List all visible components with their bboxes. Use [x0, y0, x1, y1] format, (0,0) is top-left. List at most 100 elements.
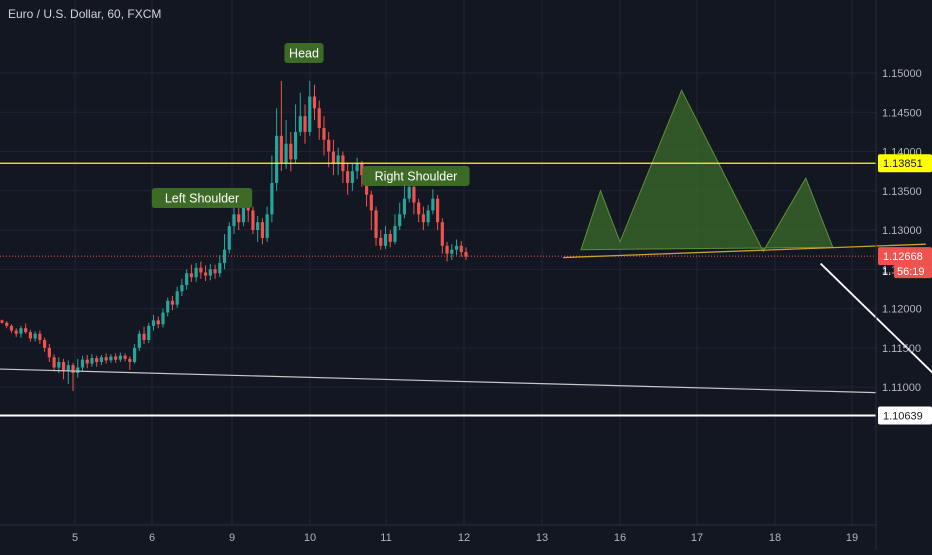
pattern-label-bg [362, 166, 470, 186]
y-tick-label: 1.13000 [882, 225, 922, 237]
candle-body [293, 131, 298, 160]
candle-body [393, 226, 397, 242]
candle-body [28, 332, 33, 339]
candle-body [38, 333, 42, 341]
price-axis[interactable]: 1.150001.145001.140001.135001.130001.125… [875, 0, 932, 550]
candle-body [43, 340, 47, 348]
candle-body [412, 186, 416, 203]
candle-body [407, 186, 411, 199]
candle-body [203, 272, 208, 276]
candle-body [128, 358, 132, 362]
candle-body [284, 143, 288, 164]
candle-body [459, 245, 463, 253]
x-tick-label: 9 [229, 532, 235, 544]
pattern-labels[interactable]: Left Shoulder Head Right Shoulder [151, 43, 470, 208]
resistance-price-tag: 1.13851 [883, 158, 923, 170]
candle-body [279, 135, 283, 164]
pattern-label: Right Shoulder [375, 170, 458, 184]
candle-body [417, 202, 421, 215]
current-price-tag: 1.12668 [883, 251, 923, 263]
candle-body [109, 356, 113, 361]
candle-body [14, 330, 18, 334]
candle-body [360, 163, 364, 176]
candle-body [374, 210, 378, 238]
pattern-label-bg [284, 43, 324, 63]
candle-body [303, 116, 307, 132]
candle-body [289, 143, 293, 160]
candle-body [402, 198, 407, 215]
countdown-tag-bg [894, 263, 932, 279]
candle-body [156, 320, 160, 325]
candle-body [161, 312, 165, 325]
candle-body [19, 328, 23, 334]
y-tick-label: 1.11500 [882, 343, 921, 355]
candle-body [76, 367, 80, 373]
candle-body [327, 139, 331, 152]
x-tick-label: 5 [72, 532, 78, 544]
candle-body [355, 163, 359, 172]
head-and-shoulders-pattern[interactable] [580, 89, 834, 253]
x-tick-label: 18 [769, 532, 781, 544]
candle-body [104, 357, 108, 361]
candle-body [194, 267, 198, 278]
candle-body [0, 320, 4, 323]
x-tick-label: 17 [691, 532, 703, 544]
candle-body [298, 116, 302, 132]
pattern-shape [580, 89, 834, 253]
support-price-tag: 1.10639 [883, 410, 923, 422]
candle-body [440, 222, 444, 246]
candle-body [346, 171, 350, 183]
candle-body [57, 361, 61, 368]
x-tick-label: 13 [536, 532, 548, 544]
candle-body [275, 135, 279, 183]
countdown-label: 56:19 [897, 266, 925, 278]
candle-body [317, 108, 321, 128]
candle-body [218, 263, 222, 274]
candle-body [71, 365, 75, 373]
candle-body [5, 322, 9, 326]
candle-body [52, 357, 56, 368]
candle-body [147, 325, 151, 341]
y-tick-label: 1.11000 [882, 382, 921, 394]
pattern-label: Left Shoulder [165, 192, 239, 206]
x-tick-label: 12 [458, 532, 470, 544]
candle-body [151, 320, 156, 326]
symbol-title[interactable]: Euro / U.S. Dollar, 60, FXCM [8, 7, 162, 21]
forecast-arrow [819, 262, 932, 374]
candle-body [421, 214, 425, 223]
candle-body [61, 361, 66, 372]
candle-body [265, 214, 269, 238]
candle-body [435, 198, 440, 223]
candle-body [208, 269, 212, 276]
candle-body [388, 233, 392, 242]
pattern-label: Head [289, 47, 319, 61]
candle-body [312, 96, 317, 109]
candle-body [118, 355, 122, 360]
resistance-price-tag-bg [878, 154, 932, 173]
candle-body [47, 347, 51, 358]
grid [0, 0, 876, 525]
candle-body [260, 222, 265, 238]
y-tick-label: 1.14500 [882, 107, 922, 119]
candle-body [199, 267, 203, 273]
candle-body [379, 237, 383, 246]
time-axis[interactable]: 5 6 9 10 11 12 13 16 17 18 19 [0, 524, 876, 544]
candle-body [270, 182, 274, 215]
candle-body [132, 347, 137, 362]
candle-body [85, 359, 89, 364]
support-price-tag-bg [878, 406, 932, 425]
candle-body [237, 214, 241, 223]
y-tick-label: 1.13500 [882, 186, 922, 198]
candle-body [454, 245, 459, 250]
candle-body [90, 358, 94, 364]
candle-body [213, 269, 217, 274]
candle-body [331, 151, 336, 164]
x-tick-label: 16 [614, 532, 626, 544]
candle-body [227, 226, 231, 250]
drawing-lines[interactable] [0, 162, 932, 417]
candle-body [450, 249, 454, 254]
trend-line [0, 368, 877, 394]
candle-body [445, 245, 449, 254]
